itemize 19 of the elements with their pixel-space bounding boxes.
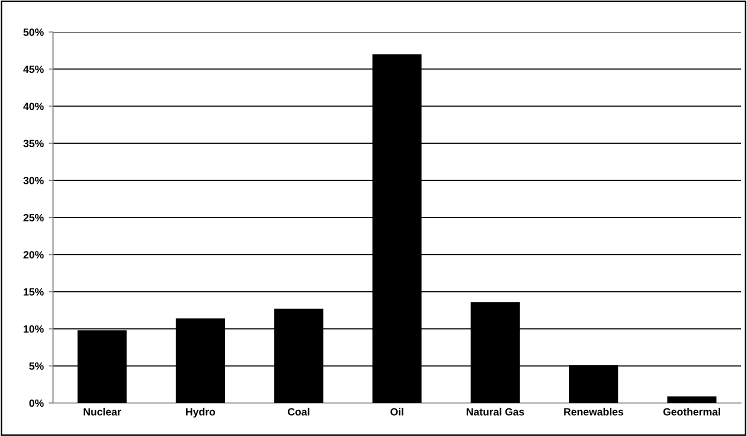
- bar: [667, 396, 716, 403]
- x-tick-label: Geothermal: [663, 408, 720, 416]
- x-tick-label: Natural Gas: [466, 408, 524, 416]
- y-tick-label: 5%: [29, 362, 44, 370]
- y-tick-label: 50%: [23, 28, 44, 36]
- y-tick-label: 35%: [23, 140, 44, 148]
- x-tick-label: Coal: [288, 408, 310, 416]
- x-tick-label: Nuclear: [84, 408, 122, 416]
- x-tick-label: Renewables: [564, 408, 624, 416]
- x-tick-label: Hydro: [186, 408, 216, 418]
- y-tick-label: 45%: [23, 66, 44, 73]
- y-tick-label: 20%: [23, 251, 44, 258]
- x-tick-label: Oil: [390, 408, 404, 416]
- y-tick-label: 15%: [24, 288, 44, 296]
- y-tick-label: 25%: [23, 214, 44, 222]
- y-tick-label: 0%: [29, 400, 44, 407]
- y-tick-label: 40%: [23, 102, 44, 110]
- y-tick-label: 30%: [23, 176, 44, 184]
- y-tick-label: 10%: [24, 325, 44, 333]
